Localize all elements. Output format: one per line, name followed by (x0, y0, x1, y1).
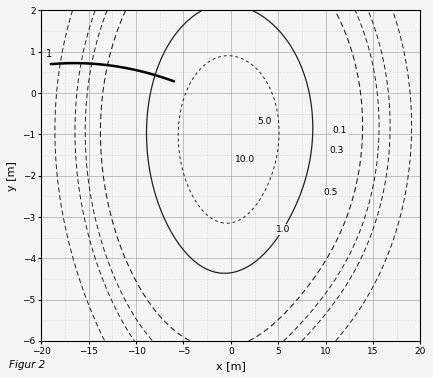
Text: 0.5: 0.5 (323, 188, 338, 197)
X-axis label: x [m]: x [m] (216, 361, 246, 371)
Text: 10.0: 10.0 (235, 155, 255, 164)
Text: 0.3: 0.3 (330, 146, 344, 155)
Y-axis label: y [m]: y [m] (7, 161, 17, 191)
Text: 0.1: 0.1 (333, 126, 347, 135)
Text: 5.0: 5.0 (257, 118, 271, 127)
Text: 1.0: 1.0 (276, 225, 290, 234)
Text: 1: 1 (46, 49, 52, 59)
Text: Figur 2: Figur 2 (9, 361, 45, 370)
